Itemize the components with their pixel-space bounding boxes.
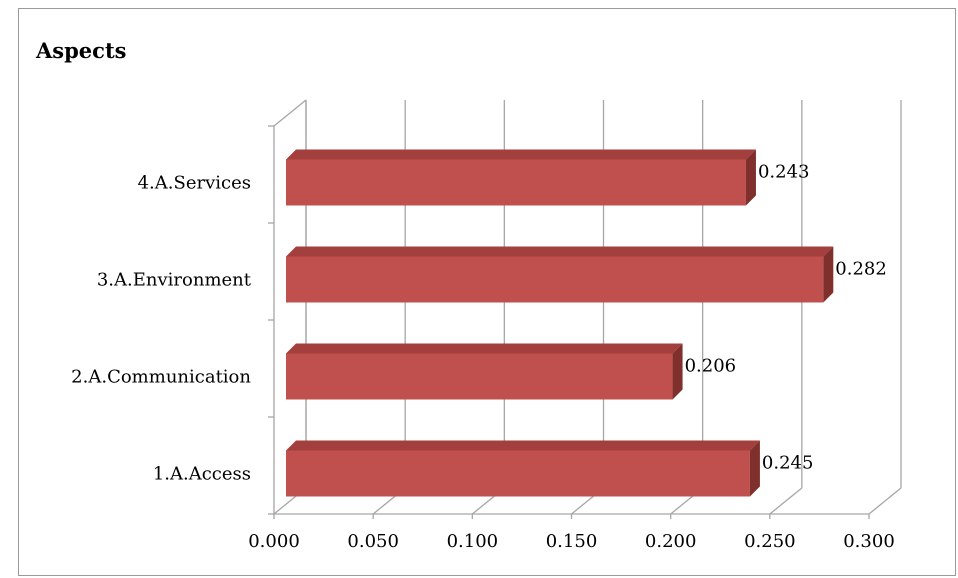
chart-title: Aspects: [35, 38, 126, 63]
data-label: 0.206: [685, 356, 737, 377]
x-tick-label: 0.150: [546, 531, 598, 552]
bar-top: [286, 149, 756, 160]
labels: 0.000 0.050 0.100 0.150 0.200 0.250 0.300 1.A.A…: [71, 162, 895, 553]
floor-gridline: [769, 487, 803, 515]
category-label: 2.A.Communication: [71, 367, 251, 388]
bar-top: [286, 343, 683, 354]
bar-side: [745, 149, 756, 206]
x-tick-label: 0.300: [843, 531, 895, 552]
bar: [286, 149, 756, 206]
y-axis-top-edge: [273, 99, 307, 127]
data-label: 0.243: [758, 162, 810, 183]
x-tick-label: 0.050: [347, 531, 399, 552]
bar-front: [286, 450, 750, 497]
data-label: 0.245: [762, 453, 814, 474]
bar: [286, 440, 760, 497]
bar-top: [286, 440, 760, 451]
x-tick-label: 0.000: [248, 531, 300, 552]
x-tick-label: 0.200: [645, 531, 697, 552]
bar-side: [672, 343, 683, 400]
bar-front: [286, 159, 746, 206]
bar: [286, 343, 683, 400]
bar-top: [286, 246, 834, 257]
category-label: 4.A.Services: [138, 173, 251, 194]
bar-front: [286, 353, 673, 400]
bar-front: [286, 256, 824, 303]
x-tick-label: 0.250: [744, 531, 796, 552]
floor-gridline: [868, 487, 902, 515]
bar-side: [749, 440, 760, 497]
bar: [286, 246, 834, 303]
data-label: 0.282: [835, 259, 887, 280]
category-label: 3.A.Environment: [97, 270, 252, 291]
x-tick-label: 0.100: [447, 531, 499, 552]
bars: [286, 149, 834, 497]
category-label: 1.A.Access: [153, 464, 251, 485]
bar-side: [823, 246, 834, 303]
